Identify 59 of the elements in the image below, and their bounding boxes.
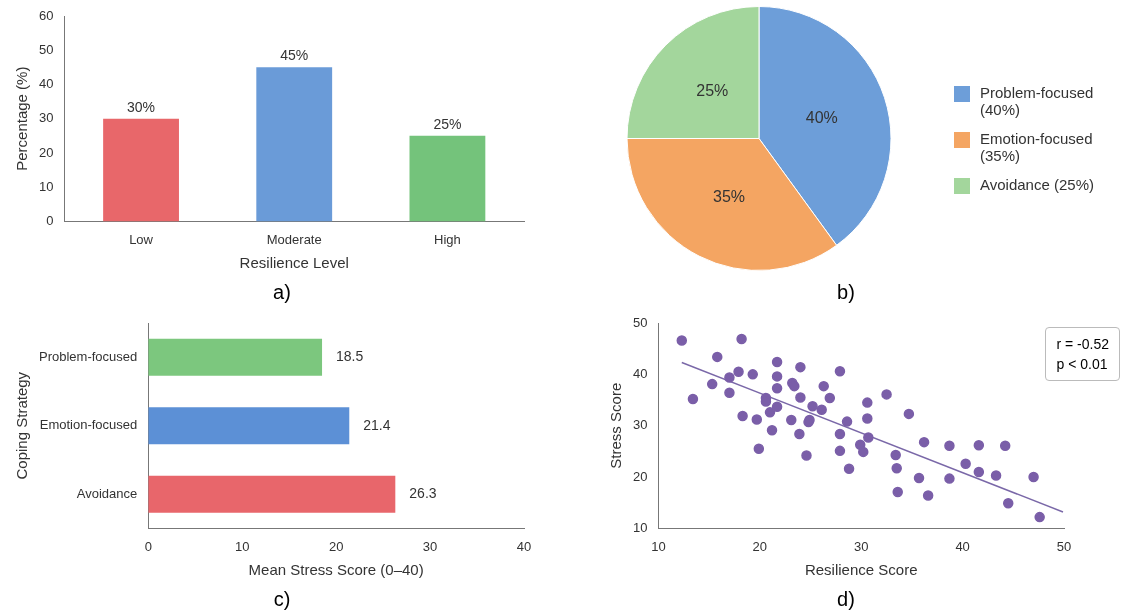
x-tick-label: 40	[955, 538, 970, 554]
y-tick-label: 30	[38, 110, 54, 126]
text: b)	[836, 280, 856, 305]
x-tick-label: Moderate	[266, 231, 322, 247]
data-label: 21.4	[363, 416, 391, 433]
text: a)	[272, 280, 292, 305]
y-tick-label: 50	[632, 314, 648, 330]
y-tick-label: Avoidance	[76, 485, 138, 501]
bar	[148, 407, 350, 445]
y-tick-label: 60	[38, 7, 54, 23]
x-tick-label: 30	[854, 538, 869, 554]
x-axis-title: Resilience Score	[804, 561, 918, 579]
bar	[148, 338, 323, 376]
legend-label: Problem-focused (40%)	[980, 83, 1095, 118]
text: d)	[836, 587, 856, 612]
x-tick-label: High	[434, 231, 461, 247]
bar	[103, 118, 179, 222]
y-axis-title: Stress Score	[607, 382, 625, 469]
stats-box: r = -0.52 p < 0.01	[1045, 327, 1120, 381]
data-label: 45%	[280, 47, 309, 64]
x-tick-label: 30	[422, 538, 438, 554]
y-axis-title: Percentage (%)	[13, 66, 31, 171]
x-tick-label: 10	[234, 538, 250, 554]
text: c)	[272, 587, 292, 612]
y-axis-title: Coping Strategy	[13, 371, 31, 480]
y-tick-label: 40	[38, 76, 54, 92]
y-tick-label: Problem-focused	[38, 348, 138, 364]
y-tick-label: 40	[632, 365, 648, 381]
x-tick-label: 50	[1056, 538, 1072, 554]
bar	[148, 475, 396, 513]
x-tick-label: 0	[144, 538, 152, 554]
y-tick-label: Emotion-focused	[39, 417, 138, 433]
bar	[256, 67, 333, 222]
annotation: p < 0.01	[1056, 355, 1109, 374]
y-tick-label: 10	[632, 519, 648, 535]
x-axis-title: Resilience Level	[239, 254, 349, 272]
y-tick-label: 30	[632, 417, 648, 433]
data-label: 40%	[805, 108, 838, 126]
y-tick-label: 50	[38, 41, 54, 57]
bar	[409, 135, 486, 222]
x-tick-label: Low	[129, 231, 154, 247]
data-label: 35%	[713, 187, 746, 205]
annotation: r = -0.52	[1056, 335, 1109, 354]
y-tick-label: 20	[632, 468, 648, 484]
x-tick-label: 10	[651, 538, 666, 554]
y-tick-label: 0	[46, 212, 54, 228]
x-tick-label: 40	[516, 538, 532, 554]
y-tick-label: 10	[38, 178, 54, 194]
x-axis-title: Mean Stress Score (0–40)	[248, 561, 424, 579]
data-label: 18.5	[336, 348, 364, 365]
data-label: 26.3	[409, 485, 437, 502]
data-label: 25%	[433, 115, 462, 132]
data-label: 30%	[127, 98, 156, 115]
legend-label: Avoidance (25%)	[980, 175, 1094, 193]
legend-label: Emotion-focused (35%)	[980, 129, 1094, 164]
x-tick-label: 20	[328, 538, 344, 554]
data-label: 25%	[696, 82, 729, 100]
y-tick-label: 20	[38, 144, 54, 160]
x-tick-label: 20	[752, 538, 768, 554]
